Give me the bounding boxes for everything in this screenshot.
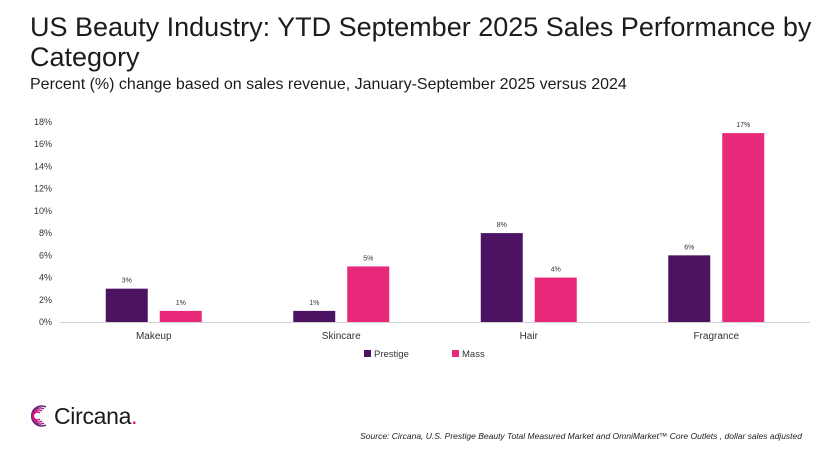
data-label: 1% <box>309 300 319 307</box>
y-tick-label: 16% <box>34 139 52 149</box>
data-label: 17% <box>736 122 750 129</box>
source-note: Source: Circana, U.S. Prestige Beauty To… <box>360 431 802 441</box>
bar-prestige-fragrance <box>668 255 711 322</box>
y-tick-label: 4% <box>39 273 52 283</box>
bar-mass-fragrance <box>722 133 765 322</box>
bar-mass-hair <box>534 277 577 322</box>
x-tick-label: Hair <box>520 331 539 342</box>
y-tick-label: 0% <box>39 317 52 327</box>
data-label: 5% <box>363 255 373 262</box>
bar-mass-makeup <box>159 310 202 322</box>
x-tick-label: Skincare <box>322 331 361 342</box>
bar-prestige-hair <box>480 233 523 322</box>
chart-title: US Beauty Industry: YTD September 2025 S… <box>30 12 812 72</box>
y-tick-label: 2% <box>39 295 52 305</box>
y-tick-label: 10% <box>34 206 52 216</box>
data-label: 6% <box>684 244 694 251</box>
chart-subtitle: Percent (%) change based on sales revenu… <box>30 76 627 93</box>
logo-wordmark: Circana. <box>54 402 138 429</box>
data-label: 1% <box>176 300 186 307</box>
legend-label-prestige: Prestige <box>374 349 409 360</box>
bar-prestige-makeup <box>105 288 148 322</box>
legend-label-mass: Mass <box>462 349 485 360</box>
y-tick-label: 14% <box>34 161 52 171</box>
bar-prestige-skincare <box>293 310 336 322</box>
y-tick-label: 8% <box>39 228 52 238</box>
data-label: 8% <box>497 222 507 229</box>
circana-logo: Circana. <box>26 402 138 430</box>
x-tick-label: Fragrance <box>693 331 739 342</box>
data-label: 4% <box>551 267 561 274</box>
y-tick-label: 6% <box>39 250 52 260</box>
legend-swatch-mass <box>452 350 459 357</box>
bar-mass-skincare <box>347 266 390 322</box>
y-tick-label: 18% <box>34 117 52 127</box>
y-tick-label: 12% <box>34 184 52 194</box>
circana-logo-mark-icon <box>30 405 47 427</box>
legend-swatch-prestige <box>364 350 371 357</box>
data-label: 3% <box>122 278 132 285</box>
x-tick-label: Makeup <box>136 331 172 342</box>
